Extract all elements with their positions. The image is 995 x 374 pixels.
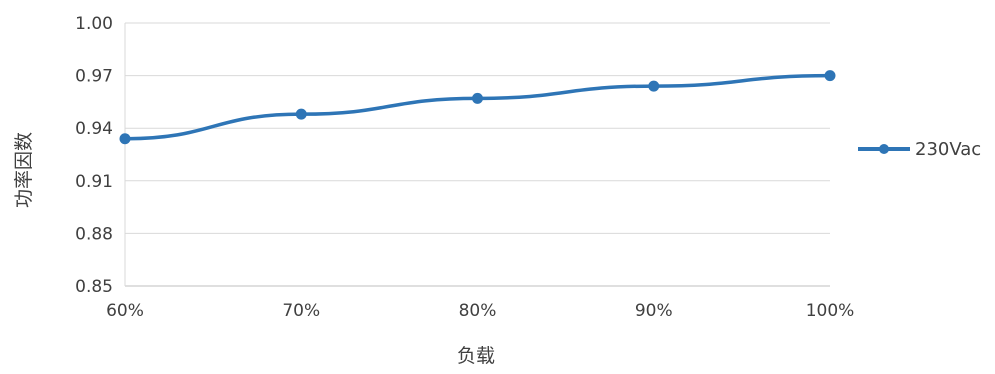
legend-marker [879, 144, 889, 154]
y-tick-label: 0.85 [75, 277, 113, 297]
data-point [648, 81, 659, 92]
x-tick-label: 100% [806, 301, 855, 321]
data-point [120, 133, 131, 144]
y-axis-ticks: 0.85 0.88 0.91 0.94 0.97 1.00 [75, 14, 113, 297]
x-tick-label: 70% [282, 301, 320, 321]
x-tick-label: 60% [106, 301, 144, 321]
legend: 230Vac [858, 139, 981, 160]
y-tick-label: 0.94 [75, 119, 113, 139]
y-tick-label: 1.00 [75, 14, 113, 34]
series-group [120, 70, 836, 144]
y-tick-label: 0.88 [75, 224, 113, 244]
data-point [825, 70, 836, 81]
x-tick-label: 90% [635, 301, 673, 321]
x-axis-ticks: 60% 70% 80% 90% 100% [106, 301, 854, 321]
x-tick-label: 80% [459, 301, 497, 321]
y-tick-label: 0.97 [75, 67, 113, 87]
x-axis-title: 负载 [457, 345, 495, 367]
data-point [296, 109, 307, 120]
gridlines [125, 23, 830, 286]
data-point [472, 93, 483, 104]
series-line [125, 76, 830, 139]
y-tick-label: 0.91 [75, 172, 113, 192]
y-axis-title: 功率因数 [13, 132, 35, 208]
legend-label: 230Vac [915, 139, 981, 160]
